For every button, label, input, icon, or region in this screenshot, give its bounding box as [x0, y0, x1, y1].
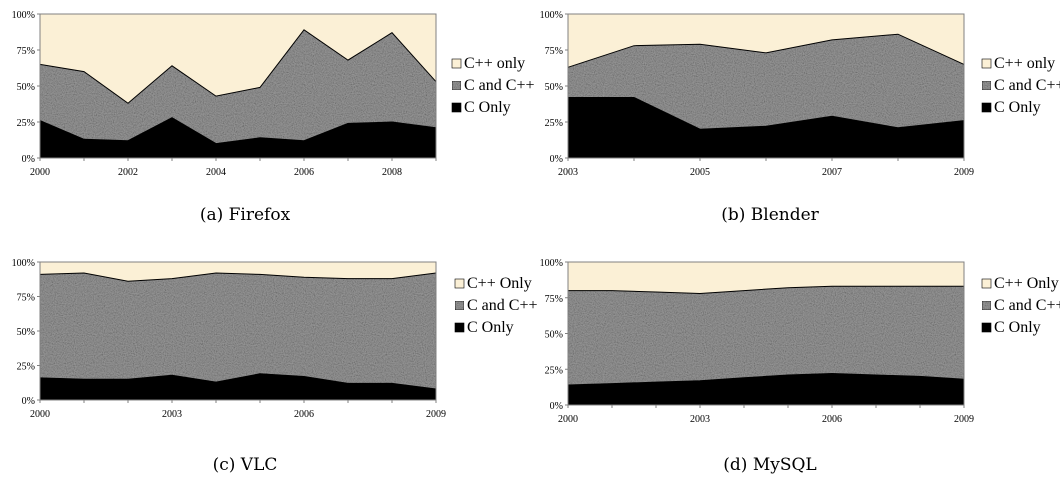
- area-c-only: [568, 97, 964, 158]
- legend-swatch-c-and-cpp: [981, 300, 992, 311]
- x-tick-label: 2000: [30, 167, 50, 178]
- area-c-only: [568, 373, 964, 405]
- legend-label-c-only: C Only: [467, 319, 514, 336]
- x-tick-label: 2004: [206, 167, 226, 178]
- chart-panel-2: 0% 25% 50% 75% 100% 2003 2005 2007 2009 C++ only C…: [540, 10, 1060, 225]
- legend-label-c-and-cpp: C and C++: [467, 297, 538, 314]
- legend-swatch-c-and-cpp: [981, 80, 992, 91]
- y-tick-label: 25%: [17, 362, 35, 373]
- series-boundary-line: [39, 117, 437, 145]
- chart-caption: (a) Firefox: [200, 205, 291, 225]
- series-boundary-line: [568, 285, 964, 295]
- x-tick-label: 2009: [426, 409, 446, 420]
- area-c-and-cpp: [568, 34, 964, 130]
- y-tick-label: 25%: [545, 118, 563, 129]
- y-tick-label: 100%: [12, 10, 35, 21]
- series-boundary-line: [39, 373, 437, 390]
- legend-label-c-only: C Only: [464, 99, 511, 116]
- y-tick-label: 75%: [545, 294, 563, 305]
- legend-label-cpp-only: C++ Only: [467, 275, 532, 292]
- area-c-and-cpp: [568, 286, 964, 385]
- legend-swatch-cpp-only: [981, 58, 992, 69]
- series-boundary-line: [568, 97, 965, 130]
- area-cpp-only: [568, 14, 964, 68]
- legend-swatch-c-and-cpp: [451, 80, 462, 91]
- legend-label-cpp-only: C++ only: [464, 55, 525, 72]
- chart-caption: (b) Blender: [721, 205, 819, 225]
- y-tick-label: 50%: [545, 82, 563, 93]
- x-tick-label: 2007: [822, 167, 842, 178]
- legend-swatch-c-only: [451, 102, 462, 113]
- series-boundary-line: [39, 29, 437, 104]
- y-tick-label: 0%: [550, 401, 563, 412]
- chart-panel-1: 0% 25% 50% 75% 100% 2000 2002 2004 2006 2008 C++ o…: [12, 10, 535, 225]
- legend-swatch-cpp-only: [981, 278, 992, 289]
- legend-label-c-only: C Only: [994, 319, 1041, 336]
- x-tick-label: 2009: [954, 414, 974, 425]
- area-cpp-only: [40, 14, 436, 104]
- y-tick-label: 0%: [22, 154, 35, 165]
- y-tick-label: 75%: [17, 293, 35, 304]
- legend-label-c-and-cpp: C and C++: [464, 77, 535, 94]
- chart-panel-4: 0% 25% 50% 75% 100% 2000 2003 2006 2009 C++ Only C…: [540, 258, 1060, 475]
- x-tick-label: 2006: [294, 409, 314, 420]
- y-tick-label: 25%: [545, 365, 563, 376]
- x-tick-label: 2000: [30, 409, 50, 420]
- y-tick-label: 100%: [540, 10, 563, 21]
- legend-label-c-and-cpp: C and C++: [994, 297, 1060, 314]
- legend-swatch-cpp-only: [451, 58, 462, 69]
- x-tick-label: 2005: [690, 167, 710, 178]
- x-tick-label: 2000: [558, 414, 578, 425]
- y-tick-label: 100%: [12, 258, 35, 269]
- x-tick-label: 2009: [954, 167, 974, 178]
- chart-panel-3: 0% 25% 50% 75% 100% 2000 2003 2006 2009 C++ Only C…: [12, 258, 538, 475]
- x-tick-label: 2006: [294, 167, 314, 178]
- legend-label-cpp-only: C++ only: [994, 55, 1055, 72]
- series-boundary-line: [39, 272, 437, 282]
- area-c-and-cpp: [40, 29, 436, 144]
- area-c-only: [40, 373, 436, 400]
- chart-caption: (d) MySQL: [723, 455, 816, 475]
- y-tick-label: 50%: [545, 330, 563, 341]
- legend-swatch-c-only: [981, 322, 992, 333]
- area-cpp-only: [568, 262, 964, 294]
- y-tick-label: 0%: [550, 154, 563, 165]
- x-tick-label: 2008: [382, 167, 402, 178]
- legend-swatch-c-only: [981, 102, 992, 113]
- y-tick-label: 50%: [17, 327, 35, 338]
- x-tick-label: 2002: [118, 167, 138, 178]
- area-cpp-only: [40, 262, 436, 282]
- series-boundary-line: [567, 33, 965, 68]
- legend-label-c-and-cpp: C and C++: [994, 77, 1060, 94]
- legend-swatch-c-only: [454, 322, 465, 333]
- x-tick-label: 2003: [162, 409, 182, 420]
- y-tick-label: 75%: [545, 46, 563, 57]
- series-boundary-line: [567, 372, 965, 386]
- legend-swatch-cpp-only: [454, 278, 465, 289]
- x-tick-label: 2003: [558, 167, 578, 178]
- y-tick-label: 50%: [17, 82, 35, 93]
- legend-label-c-only: C Only: [994, 99, 1041, 116]
- area-c-and-cpp: [40, 273, 436, 389]
- y-tick-label: 100%: [540, 258, 563, 269]
- y-tick-label: 75%: [17, 46, 35, 57]
- legend-label-cpp-only: C++ Only: [994, 275, 1059, 292]
- x-tick-label: 2003: [690, 414, 710, 425]
- y-tick-label: 0%: [22, 396, 35, 407]
- chart-caption: (c) VLC: [213, 455, 278, 475]
- y-tick-label: 25%: [17, 118, 35, 129]
- x-tick-label: 2006: [822, 414, 842, 425]
- legend-swatch-c-and-cpp: [454, 300, 465, 311]
